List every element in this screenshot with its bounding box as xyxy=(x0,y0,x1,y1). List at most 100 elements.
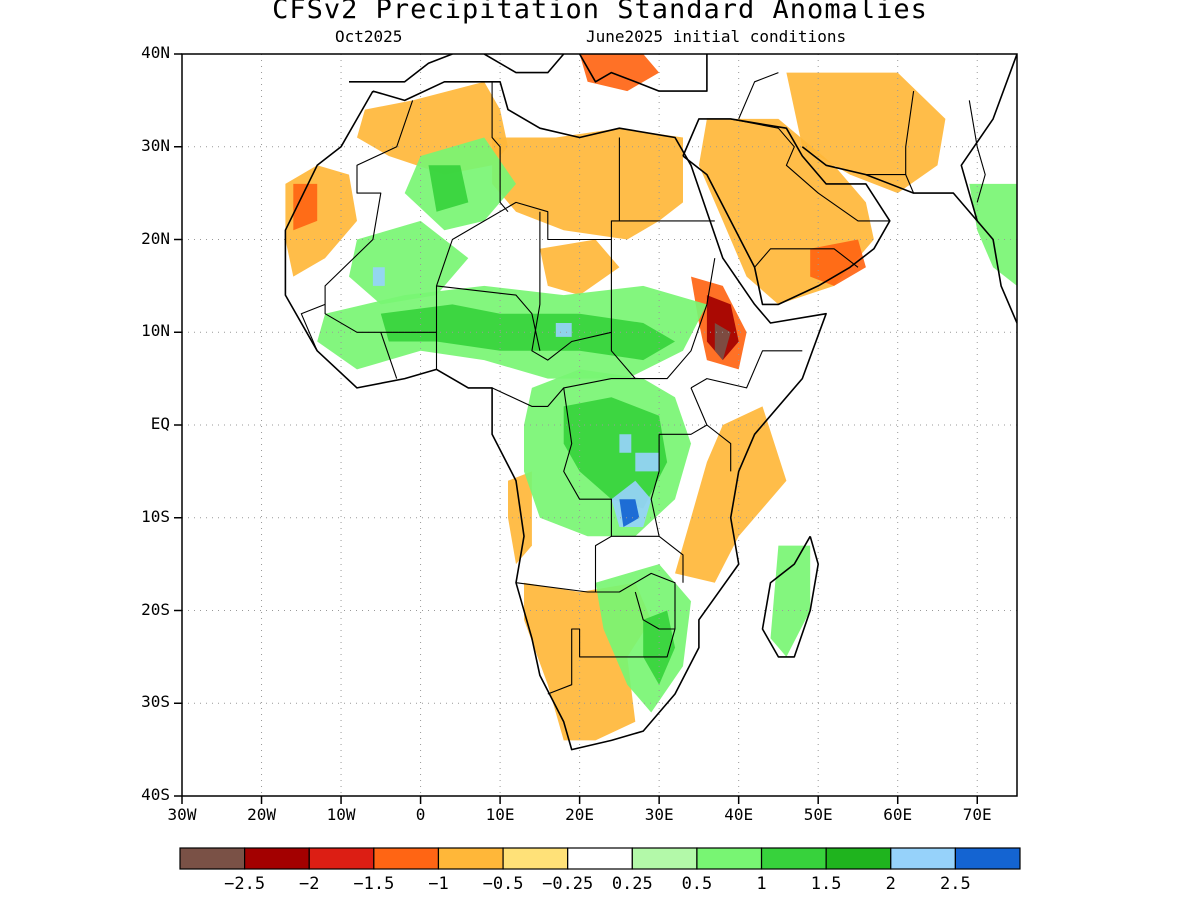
lat-label: 30S xyxy=(141,692,170,712)
colorbar-swatch xyxy=(567,847,633,870)
anomaly-region-blue xyxy=(619,499,640,527)
lon-label: 50E xyxy=(803,805,833,824)
lon-label: 10E xyxy=(485,805,515,824)
lat-label: EQ xyxy=(150,414,170,433)
lon-label: 30W xyxy=(167,805,197,824)
lat-label: 40S xyxy=(141,785,170,804)
axis-ticks xyxy=(174,53,978,804)
country-border xyxy=(706,118,890,222)
country-border xyxy=(436,285,541,351)
anomaly-region-darkgreen xyxy=(380,304,675,361)
lon-label: 30E xyxy=(644,805,674,824)
lon-label: 10W xyxy=(326,805,356,824)
lon-label: 20W xyxy=(247,805,276,824)
coastline-iran-india xyxy=(801,146,1017,324)
colorbar-label: 0.5 xyxy=(681,874,713,894)
lat-label: 10N xyxy=(141,321,170,341)
country-border xyxy=(738,72,779,120)
forecast-month: Oct2025 xyxy=(335,27,403,46)
country-border xyxy=(491,81,509,213)
anomaly-region-green xyxy=(969,183,1017,286)
lon-label: 20E xyxy=(565,805,595,824)
anomaly-region-lightblue xyxy=(635,452,660,472)
anomaly-region-lightblue xyxy=(619,434,632,453)
anomaly-region-darkgreen xyxy=(563,397,668,509)
colorbar-swatch xyxy=(244,847,310,870)
colorbar-label: 0.25 xyxy=(611,874,653,894)
anomaly-region-orange xyxy=(492,128,683,240)
anomaly-region-orangered xyxy=(810,239,866,286)
anomaly-region-brown xyxy=(714,323,731,361)
coastline-india-east xyxy=(960,54,1017,222)
anomaly-region-orange xyxy=(675,406,787,583)
colorbar-swatch xyxy=(502,847,569,870)
coastline-africa xyxy=(284,81,827,751)
colorbar-label: −0.25 xyxy=(542,874,594,894)
country-border xyxy=(515,572,676,695)
colorbar-swatch xyxy=(890,847,956,870)
country-border xyxy=(594,535,612,592)
country-border xyxy=(659,387,708,435)
country-border xyxy=(650,434,684,583)
colorbar-label: 2.5 xyxy=(940,874,971,894)
initial-conditions: June2025 initial conditions xyxy=(586,27,847,46)
country-border xyxy=(324,100,620,333)
coastline-arabia xyxy=(682,118,891,306)
figure-title: CFSv2 Precipitation Standard Anomalies xyxy=(272,0,928,25)
coastlines xyxy=(284,54,1017,751)
anomaly-region-lightblue xyxy=(555,323,572,337)
lon-label: 0 xyxy=(415,805,426,824)
country-border xyxy=(865,91,915,176)
country-border xyxy=(300,303,326,352)
anomaly-region-orange xyxy=(539,239,620,296)
lon-label: 40E xyxy=(724,805,754,824)
coastline-southern-europe xyxy=(349,54,453,83)
anomaly-region-darkgreen xyxy=(428,165,469,212)
colorbar-swatch xyxy=(437,847,504,870)
lat-label: 10S xyxy=(141,506,170,526)
lat-label: 30N xyxy=(141,135,170,155)
colorbar-label: −1.5 xyxy=(353,874,395,894)
country-border xyxy=(706,424,732,472)
colorbar xyxy=(179,847,1021,870)
country-borders xyxy=(300,72,986,695)
country-border xyxy=(610,239,716,380)
anomaly-region-orangered xyxy=(293,183,318,231)
lat-label: 20S xyxy=(141,599,170,619)
colorbar-swatch xyxy=(179,847,246,870)
colorbar-label: −2.5 xyxy=(224,874,266,894)
country-border xyxy=(634,591,675,630)
coastline-madagascar xyxy=(761,535,820,658)
lat-label: 20N xyxy=(141,228,170,248)
colorbar-label: 1 xyxy=(756,874,767,894)
colorbar-swatch xyxy=(825,847,892,870)
colorbar-label: 2 xyxy=(885,874,896,894)
anomaly-region-green xyxy=(770,545,811,657)
country-border xyxy=(690,350,803,389)
colorbar-swatch xyxy=(760,847,827,870)
country-border xyxy=(905,174,915,194)
country-border xyxy=(531,211,612,361)
colorbar-swatch xyxy=(373,847,440,870)
colorbar-label: −2 xyxy=(298,874,320,894)
anomaly-region-orangered xyxy=(579,54,660,92)
colorbar-swatch xyxy=(631,847,698,870)
anomaly-region-orange xyxy=(508,471,532,565)
coastline-italy xyxy=(483,54,565,74)
colorbar-label: −0.5 xyxy=(482,874,524,894)
country-border xyxy=(968,100,986,203)
anomaly-region-lightblue xyxy=(372,267,385,286)
lon-label: 60E xyxy=(883,805,913,824)
country-border xyxy=(380,332,398,379)
country-border xyxy=(754,248,859,268)
colorbar-label: −1 xyxy=(428,874,449,894)
lat-label: 40N xyxy=(141,43,170,62)
country-border xyxy=(491,378,636,407)
graticule xyxy=(182,54,1017,796)
colorbar-label: 1.5 xyxy=(810,874,842,894)
coastline-greece-turkey xyxy=(578,54,708,92)
colorbar-swatch xyxy=(308,847,375,870)
colorbar-swatch xyxy=(954,847,1021,870)
lon-label: 70E xyxy=(962,805,992,824)
